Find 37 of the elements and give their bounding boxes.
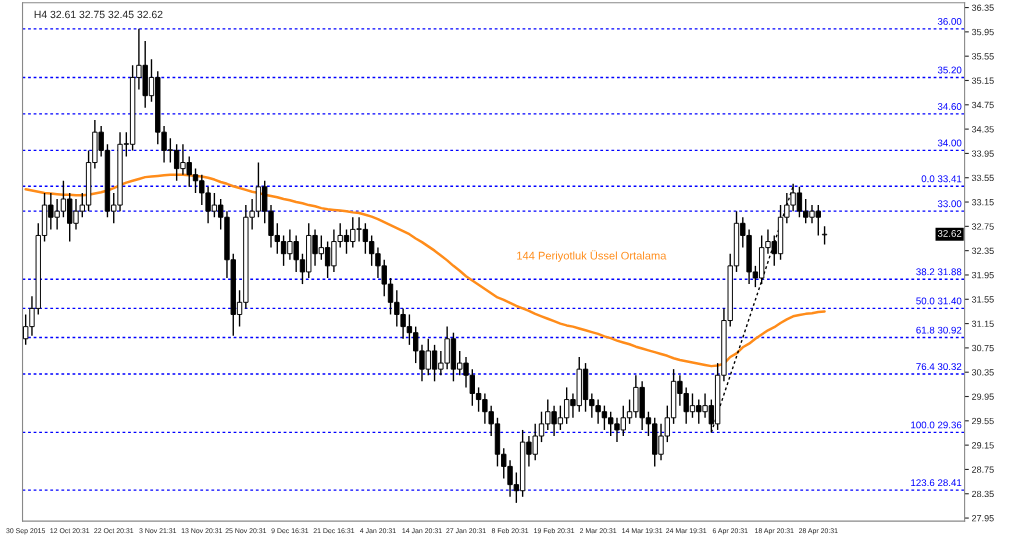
ref-line-label: 100.0 29.36 [911, 421, 962, 429]
ref-line-label: 0.0 33.41 [921, 175, 962, 183]
y-tick-label: 29.95 [972, 393, 994, 400]
y-tick-label: 33.15 [971, 199, 994, 206]
ref-line-label: 33.00 [937, 200, 962, 208]
y-tick-label: 28.35 [972, 490, 994, 498]
y-tick-label: 32.35 [971, 247, 994, 255]
y-tick-label: 31.15 [971, 320, 994, 327]
y-tick-label: 32.75 [971, 223, 994, 230]
ref-line-label: 61.8 30.92 [916, 326, 962, 334]
ref-line-label: 34.00 [937, 139, 962, 147]
y-tick-label: 27.95 [972, 515, 994, 522]
y-tick-label: 30.35 [971, 369, 994, 376]
text: 32.62 [937, 229, 962, 237]
y-tick-label: 30.75 [971, 344, 994, 352]
y-tick-label: 33.95 [971, 150, 994, 157]
y-tick-label: 29.15 [972, 442, 994, 449]
ref-line-label: 50.0 31.40 [916, 297, 962, 305]
ref-line-label: 76.4 30.32 [916, 363, 962, 371]
y-tick-label: 31.55 [971, 296, 994, 303]
y-tick-label: 35.15 [971, 77, 994, 84]
y-tick-label: 35.95 [971, 28, 994, 36]
ref-line-label: 123.6 28.41 [911, 479, 962, 487]
ref-line-label: 34.60 [937, 103, 962, 110]
ref-line-label: 35.20 [937, 66, 962, 74]
y-tick-label: 29.55 [972, 417, 994, 425]
ref-line-label: 36.00 [937, 17, 962, 25]
text: 144 Periyotluk Üssel Ortalama [517, 250, 667, 262]
y-tick-label: 33.55 [971, 174, 994, 182]
text: H4 32.61 32.75 32.45 32.62 [34, 10, 163, 19]
y-tick-label: 31.95 [971, 271, 994, 279]
y-tick-label: 28.75 [972, 466, 994, 473]
y-tick-label: 35.55 [971, 53, 994, 60]
y-tick-label: 36.35 [971, 4, 994, 11]
y-tick-label: 34.75 [971, 101, 994, 109]
y-tick-label: 34.35 [971, 126, 994, 133]
ref-line-label: 38.2 31.88 [916, 268, 962, 276]
